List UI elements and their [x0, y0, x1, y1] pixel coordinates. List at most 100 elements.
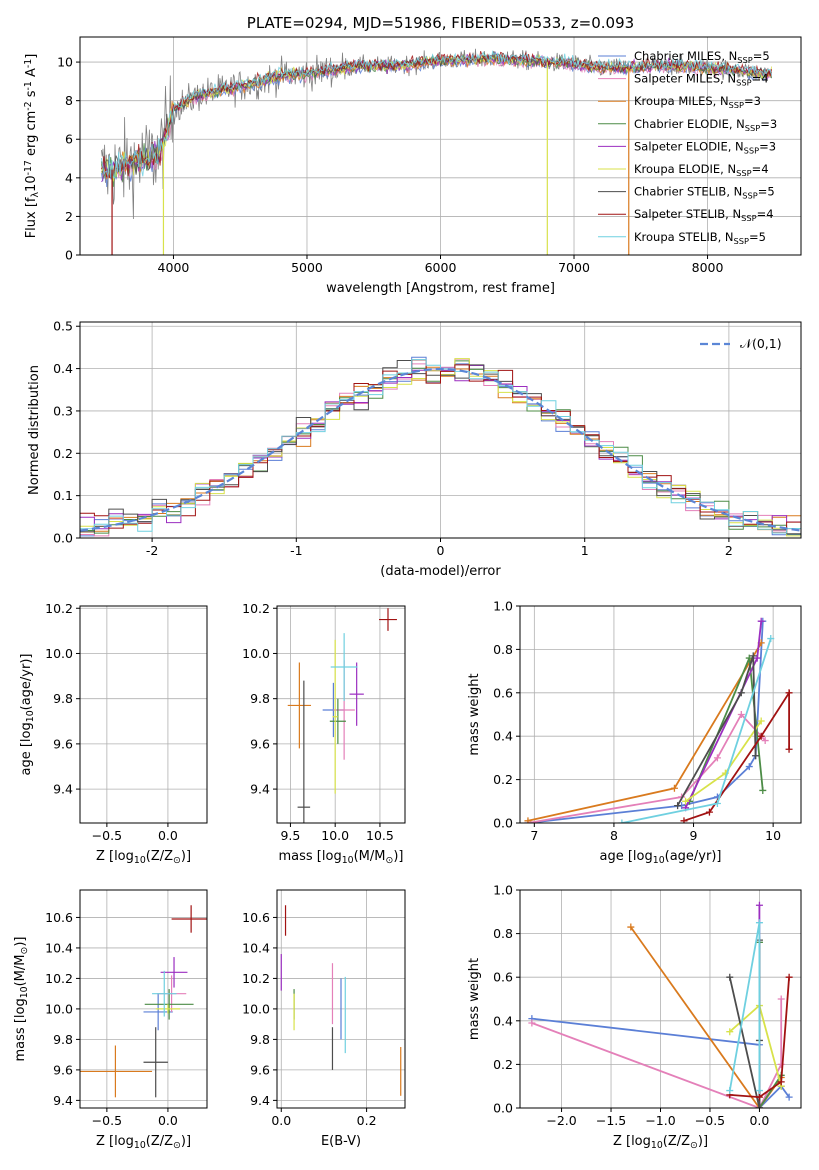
histogram-step [80, 360, 801, 535]
histogram-step [80, 358, 801, 537]
histogram-legend: 𝒩(0,1) [700, 336, 782, 351]
y-tick-label: 9.4 [250, 1093, 270, 1108]
legend-label: Kroupa ELODIE, NSSP=4 [634, 162, 769, 178]
y-tick-label: 9.8 [53, 691, 73, 706]
weight-marker [682, 797, 690, 805]
x-tick-label: 8000 [692, 260, 724, 275]
errorbar-point [152, 633, 176, 701]
y-tick-label: 0.6 [493, 970, 513, 985]
errorbar-point [143, 1027, 168, 1098]
y-tick-label: 10.0 [242, 1001, 270, 1016]
weight-line [531, 1017, 790, 1108]
mass-weight-vs-age-frame [519, 605, 802, 824]
legend-label: Salpeter ELODIE, NSSP=3 [634, 139, 776, 155]
age-vs-Z-points [70, 611, 210, 934]
weight-marker [755, 919, 763, 927]
y-tick-label: 10.6 [242, 910, 270, 925]
y-tick-label: 0.8 [493, 926, 513, 941]
errorbar-point [144, 683, 173, 737]
x-tick-label: 0.2 [357, 1113, 377, 1128]
y-tick-label: 0.8 [493, 642, 513, 657]
legend-label: Chabrier ELODIE, NSSP=3 [634, 117, 777, 133]
x-tick-label: -1 [290, 543, 302, 558]
errorbar-point [145, 699, 194, 744]
y-axis-label: Normed distribution [27, 365, 42, 495]
weight-line [676, 655, 757, 807]
y-tick-label: 2 [65, 209, 73, 224]
errorbar-point [160, 957, 188, 988]
mass-weight-vs-age-lines [524, 617, 793, 823]
errorbar-point [349, 662, 364, 726]
weight-marker [726, 1028, 734, 1036]
legend-label: Salpeter MILES, NSSP=4 [634, 72, 769, 88]
errorbar-point [155, 1004, 181, 1014]
y-tick-label: 10.2 [242, 601, 270, 616]
mass-weight-vs-Z-frame [519, 889, 802, 1109]
y-tick-label: 10.6 [45, 910, 73, 925]
x-tick-label: 1 [581, 543, 589, 558]
histogram-plot [80, 356, 801, 537]
y-tick-label: 10.2 [242, 971, 270, 986]
x-tick-label: 0.0 [158, 1113, 178, 1128]
x-axis-label: (data-model)/error [380, 564, 501, 579]
y-tick-label: 0.3 [53, 403, 73, 418]
x-tick-label: 7000 [558, 260, 590, 275]
y-tick-label: 10 [57, 55, 73, 70]
y-tick-label: 9.6 [250, 1062, 270, 1077]
age-vs-mass-grid [277, 606, 405, 823]
legend-label: Kroupa STELIB, NSSP=5 [634, 230, 766, 246]
errorbar-point [161, 663, 188, 726]
x-tick-label: 6000 [425, 260, 457, 275]
weight-marker [670, 784, 678, 792]
x-tick-label: −0.5 [695, 1113, 725, 1128]
weight-marker [524, 817, 532, 823]
y-tick-label: 9.8 [53, 1032, 73, 1047]
y-axis-label: mass weight [467, 958, 482, 1040]
age-vs-Z-axes: −0.5 0.0 9.4 9.6 9.8 10.0 10.2 Z [log10(Z/Z⊙)] a… [19, 601, 207, 866]
weight-marker [680, 817, 688, 823]
y-tick-label: 9.6 [53, 1062, 73, 1077]
age-vs-mass-points [287, 608, 397, 823]
weight-line [728, 940, 761, 1108]
errorbar-point [379, 608, 397, 631]
weight-marker [713, 754, 721, 762]
weight-marker [753, 654, 761, 662]
weight-marker [705, 808, 713, 816]
y-tick-label: 9.8 [250, 1032, 270, 1047]
y-tick-label: 1.0 [493, 883, 513, 898]
x-tick-label: 10 [765, 828, 781, 843]
weight-marker [726, 1087, 734, 1095]
y-tick-label: 1.0 [493, 599, 513, 614]
y-axis-label: mass weight [467, 673, 482, 755]
errorbar-point [332, 639, 338, 794]
x-axis-label: Z [log10(Z/Z⊙)] [96, 849, 191, 866]
weight-marker [757, 717, 765, 725]
weight-marker [713, 799, 721, 807]
chart-title: PLATE=0294, MJD=51986, FIBERID=0533, z=0… [247, 14, 634, 32]
legend-label: Chabrier STELIB, NSSP=5 [634, 185, 775, 201]
x-tick-label: 0 [437, 543, 445, 558]
errorbar-point [70, 663, 160, 749]
y-tick-label: 10.0 [45, 1001, 73, 1016]
y-tick-label: 6 [65, 132, 73, 147]
weight-marker [755, 1087, 763, 1095]
x-tick-label: −2.0 [546, 1113, 576, 1128]
x-axis-label: wavelength [Angstrom, rest frame] [326, 281, 555, 296]
weight-marker [785, 973, 793, 981]
x-tick-label: 5000 [291, 260, 323, 275]
y-tick-label: 0.2 [53, 446, 73, 461]
weight-line [728, 922, 761, 1091]
y-tick-label: 0.4 [493, 729, 513, 744]
spectrum-frame [79, 36, 802, 256]
y-tick-label: 8 [65, 93, 73, 108]
weight-marker [785, 689, 793, 697]
y-tick-label: 0.2 [493, 1057, 513, 1072]
y-tick-label: 4 [65, 170, 73, 185]
y-tick-label: 0.4 [53, 361, 73, 376]
histogram-step [80, 358, 801, 537]
histogram-step [80, 359, 801, 534]
weight-line [527, 642, 762, 822]
age-vs-Z-frame [79, 605, 208, 824]
weight-marker [757, 617, 765, 625]
